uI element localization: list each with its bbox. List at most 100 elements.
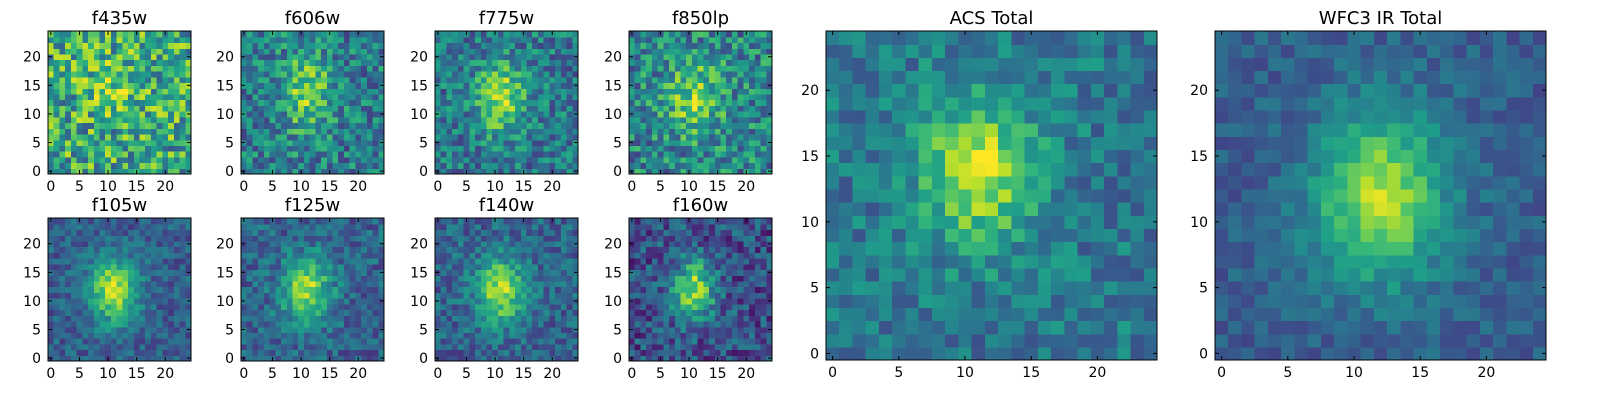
heatmap-cell — [76, 122, 83, 129]
heatmap-cell — [555, 65, 562, 72]
heatmap-cell — [1466, 44, 1481, 58]
heatmap-cell — [321, 151, 328, 158]
heatmap-cell — [760, 133, 767, 141]
heatmap-cell — [566, 88, 573, 95]
heatmap-cell — [1387, 123, 1401, 137]
heatmap-cell — [168, 229, 175, 236]
heatmap-cell — [743, 93, 750, 101]
heatmap-cell — [1090, 333, 1105, 348]
heatmap-cell — [1090, 31, 1105, 45]
heatmap-cell — [463, 116, 470, 124]
heatmap-cell — [760, 162, 767, 169]
heatmap-cell — [355, 298, 362, 305]
heatmap-cell — [99, 99, 106, 106]
heatmap-cell — [1117, 57, 1132, 72]
heatmap-cell — [572, 71, 579, 78]
heatmap-cell — [133, 269, 141, 276]
heatmap-cell — [674, 88, 682, 95]
heatmap-cell — [116, 303, 123, 311]
heatmap-cell — [65, 218, 72, 225]
heatmap-cell — [82, 156, 89, 164]
heatmap-cell — [497, 59, 505, 66]
heatmap-cell — [754, 59, 762, 66]
heatmap-cell — [355, 88, 362, 95]
heatmap-cell — [971, 215, 986, 229]
heatmap-cell — [269, 76, 276, 84]
y-tick-label: 15 — [410, 78, 428, 94]
heatmap-cell — [839, 307, 854, 322]
heatmap-cell — [714, 99, 722, 106]
heatmap-cell — [366, 133, 374, 141]
heatmap-cell — [680, 59, 687, 66]
heatmap-cell — [749, 93, 756, 101]
heatmap-cell — [680, 71, 687, 78]
heatmap-cell — [361, 59, 368, 66]
heatmap-cell — [185, 286, 192, 293]
heatmap-cell — [53, 258, 61, 265]
heatmap-cell — [892, 44, 907, 58]
heatmap-cell — [110, 235, 118, 242]
heatmap-cell — [435, 65, 442, 72]
heatmap-cell — [984, 188, 999, 203]
heatmap-cell — [315, 349, 322, 356]
heatmap-cell — [1426, 175, 1441, 190]
heatmap-cell — [480, 88, 488, 95]
heatmap-cell — [93, 31, 101, 38]
heatmap-cell — [150, 355, 158, 362]
heatmap-cell — [475, 122, 482, 129]
heatmap-cell — [338, 42, 345, 49]
heatmap-cell — [1215, 44, 1229, 58]
heatmap-cell — [1051, 320, 1065, 335]
heatmap-cell — [1267, 175, 1282, 190]
heatmap-cell — [298, 42, 305, 49]
heatmap-cell — [93, 111, 101, 118]
heatmap-cell — [1024, 188, 1039, 203]
heatmap-cell — [53, 275, 61, 282]
heatmap-cell — [1453, 57, 1468, 72]
heatmap-cell — [252, 151, 259, 158]
heatmap-cell — [349, 309, 356, 316]
heatmap-cell — [480, 105, 488, 112]
heatmap-cell — [241, 48, 248, 55]
heatmap-cell — [532, 48, 539, 55]
heatmap-cell — [760, 31, 767, 38]
heatmap-cell — [1037, 241, 1052, 256]
heatmap-cell — [252, 48, 259, 55]
heatmap-cell — [116, 286, 123, 293]
heatmap-cell — [1294, 254, 1309, 269]
heatmap-cell — [366, 31, 374, 38]
heatmap-cell — [349, 82, 356, 89]
heatmap-cell — [651, 122, 659, 129]
heatmap-cell — [931, 281, 946, 295]
heatmap-cell — [309, 53, 316, 61]
heatmap-cell — [70, 275, 78, 282]
heatmap-cell — [475, 162, 482, 169]
heatmap-cell — [128, 246, 135, 253]
heatmap-cell — [572, 133, 579, 141]
heatmap-cell — [905, 188, 920, 203]
heatmap-cell — [640, 139, 647, 146]
heatmap-cell — [971, 44, 986, 58]
heatmap-cell — [905, 44, 920, 58]
heatmap-cell — [122, 303, 129, 311]
heatmap-cell — [263, 36, 271, 44]
heatmap-cell — [321, 88, 328, 95]
heatmap-cell — [674, 59, 682, 66]
heatmap-cell — [1130, 109, 1145, 124]
heatmap-cell — [349, 128, 356, 135]
heatmap-cell — [566, 122, 573, 129]
heatmap-cell — [70, 53, 78, 61]
heatmap-cell — [663, 65, 670, 72]
heatmap-cell — [258, 326, 265, 333]
heatmap-cell — [355, 53, 362, 61]
heatmap-cell — [70, 303, 78, 311]
heatmap-cell — [826, 136, 840, 151]
heatmap-cell — [156, 303, 163, 311]
heatmap-cell — [1051, 281, 1065, 295]
heatmap-cell — [133, 292, 141, 299]
heatmap-cell — [88, 48, 95, 55]
heatmap-cell — [1130, 31, 1145, 45]
heatmap-cell — [743, 162, 750, 169]
heatmap-cell — [560, 53, 568, 61]
heatmap-cell — [480, 139, 488, 146]
